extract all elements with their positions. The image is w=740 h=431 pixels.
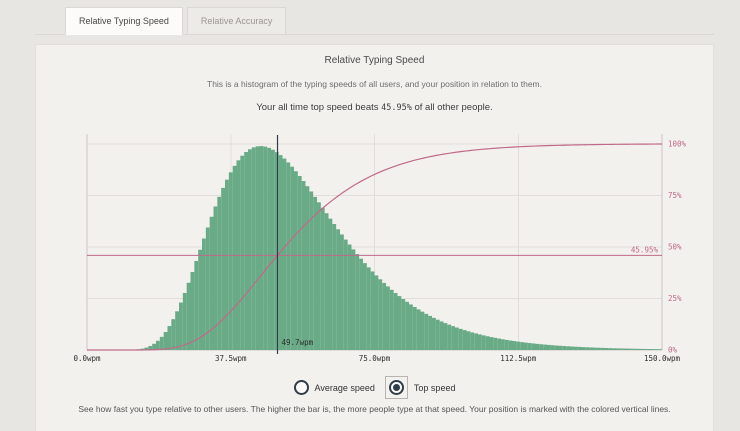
radio-average-speed[interactable]: Average speed: [293, 380, 375, 395]
svg-text:49.7wpm: 49.7wpm: [282, 338, 314, 347]
svg-text:25%: 25%: [668, 294, 682, 303]
results-card: Relative Typing Speed This is a histogra…: [35, 44, 714, 431]
radio-top-speed-label: Top speed: [413, 382, 456, 393]
beats-percent-value: 45.95%: [381, 103, 412, 113]
svg-text:0.0wpm: 0.0wpm: [73, 354, 101, 363]
beats-suffix: of all other people.: [411, 102, 493, 113]
beats-summary: Your all time top speed beats 45.95% of …: [36, 102, 713, 113]
svg-text:100%: 100%: [668, 140, 687, 149]
footnote-text: See how fast you type relative to other …: [78, 404, 671, 414]
typing-speed-histogram-chart: 49.7wpm 45.95% 0.0wpm 37.5wpm 75.0wpm 112.5wp…: [73, 134, 687, 363]
radio-top-speed-circle[interactable]: [388, 380, 404, 395]
panel-subtitle: This is a histogram of the typing speeds…: [207, 79, 542, 89]
speed-mode-radio-group: Average speed Top speed: [36, 376, 713, 399]
svg-text:112.5wpm: 112.5wpm: [500, 354, 537, 363]
tab-bar: Relative Typing Speed Relative Accuracy: [35, 7, 714, 35]
svg-text:75%: 75%: [668, 191, 682, 200]
chart-area: 49.7wpm 45.95% 0.0wpm 37.5wpm 75.0wpm 112.5wp…: [55, 129, 715, 369]
svg-text:75.0wpm: 75.0wpm: [359, 354, 391, 363]
svg-text:150.0wpm: 150.0wpm: [644, 354, 681, 363]
radio-average-speed-circle[interactable]: [293, 380, 309, 395]
tab-relative-typing-speed[interactable]: Relative Typing Speed: [65, 7, 183, 35]
radio-average-speed-label: Average speed: [314, 382, 375, 393]
svg-text:0%: 0%: [668, 346, 678, 355]
radio-top-speed[interactable]: Top speed: [384, 376, 456, 399]
radio-top-speed-focus-ring: [384, 376, 408, 399]
panel-title: Relative Typing Speed: [324, 55, 425, 66]
svg-text:37.5wpm: 37.5wpm: [215, 354, 247, 363]
svg-text:45.95%: 45.95%: [631, 245, 659, 254]
beats-prefix: Your all time top speed beats: [256, 102, 382, 113]
tab-relative-accuracy[interactable]: Relative Accuracy: [186, 7, 287, 35]
svg-text:50%: 50%: [668, 243, 682, 252]
